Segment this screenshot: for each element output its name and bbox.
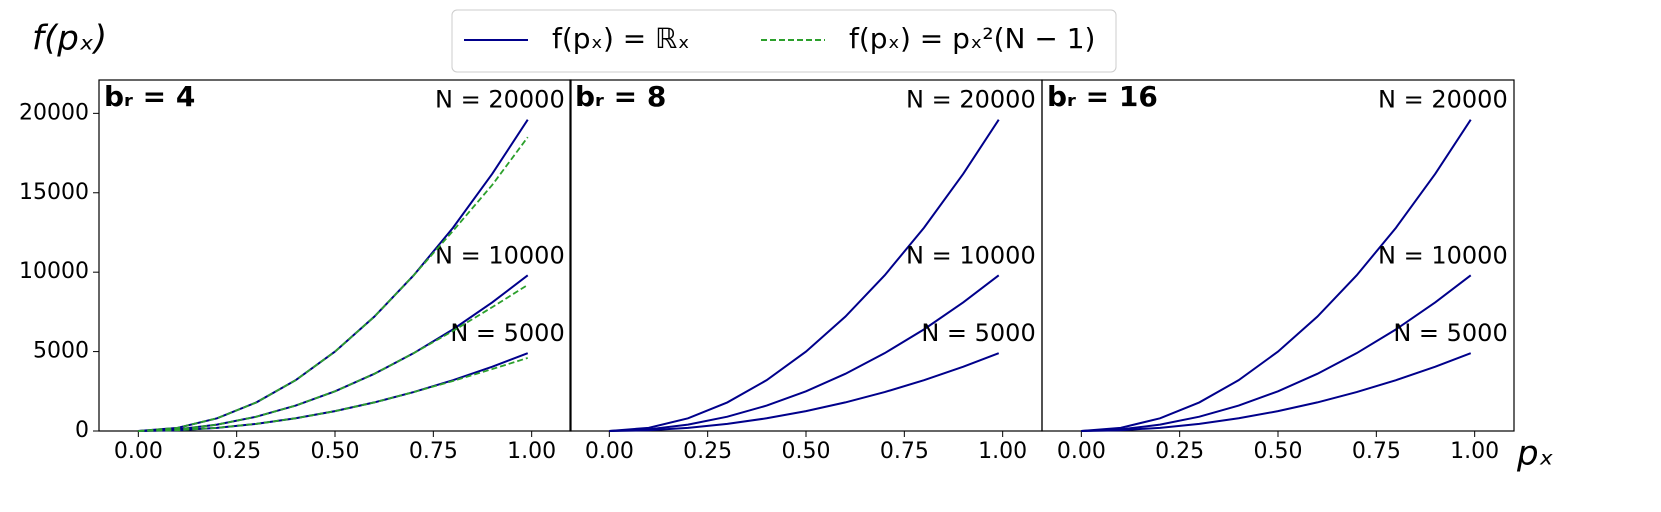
series-line	[609, 274, 1000, 432]
x-tick-label: 0.50	[782, 439, 831, 464]
curve-label: N = 20000	[1378, 86, 1508, 114]
y-tick-label: 10000	[19, 259, 89, 284]
panel-title: bᵣ = 8	[575, 80, 666, 113]
y-tick-label: 20000	[19, 100, 89, 125]
curve-label: N = 5000	[1393, 319, 1507, 347]
series-line	[1081, 274, 1472, 432]
x-tick-label: 0.50	[311, 439, 360, 464]
x-tick-label: 1.00	[1450, 439, 1499, 464]
curve-label: N = 5000	[450, 319, 564, 347]
x-tick-label: 1.00	[978, 439, 1027, 464]
panel-title: bᵣ = 16	[1047, 80, 1158, 113]
series-line	[609, 352, 1000, 432]
x-axis-label: pₓ	[1516, 434, 1554, 474]
curve-label: N = 5000	[921, 319, 1035, 347]
x-tick-label: 0.00	[1057, 439, 1106, 464]
y-tick-label: 5000	[33, 339, 89, 364]
legend-label: f(pₓ) = ℝₓ	[552, 22, 690, 55]
y-tick-label: 0	[75, 418, 89, 443]
series-line	[138, 357, 529, 432]
curve-label: N = 20000	[435, 86, 565, 114]
y-axis-label: f(pₓ)	[32, 19, 107, 59]
series-line	[1081, 352, 1472, 432]
x-tick-label: 0.25	[1155, 439, 1204, 464]
series-line	[1081, 119, 1472, 432]
curve-label: N = 20000	[906, 86, 1036, 114]
x-tick-label: 0.75	[880, 439, 929, 464]
x-tick-label: 0.00	[114, 439, 163, 464]
y-tick-label: 15000	[19, 180, 89, 205]
x-tick-label: 0.75	[409, 439, 458, 464]
series-line	[609, 119, 1000, 432]
series-line	[138, 119, 529, 432]
curve-label: N = 10000	[1378, 241, 1508, 269]
legend-label: f(pₓ) = pₓ²(N − 1)	[849, 22, 1095, 55]
curve-label: N = 10000	[906, 241, 1036, 269]
x-tick-label: 0.00	[585, 439, 634, 464]
curve-label: N = 10000	[435, 241, 565, 269]
series-line	[138, 136, 529, 432]
series-line	[138, 284, 529, 432]
x-tick-label: 1.00	[507, 439, 556, 464]
panel-title: bᵣ = 4	[104, 80, 195, 113]
x-tick-label: 0.50	[1254, 439, 1303, 464]
x-tick-label: 0.75	[1352, 439, 1401, 464]
x-tick-label: 0.25	[212, 439, 261, 464]
x-tick-label: 0.25	[683, 439, 732, 464]
